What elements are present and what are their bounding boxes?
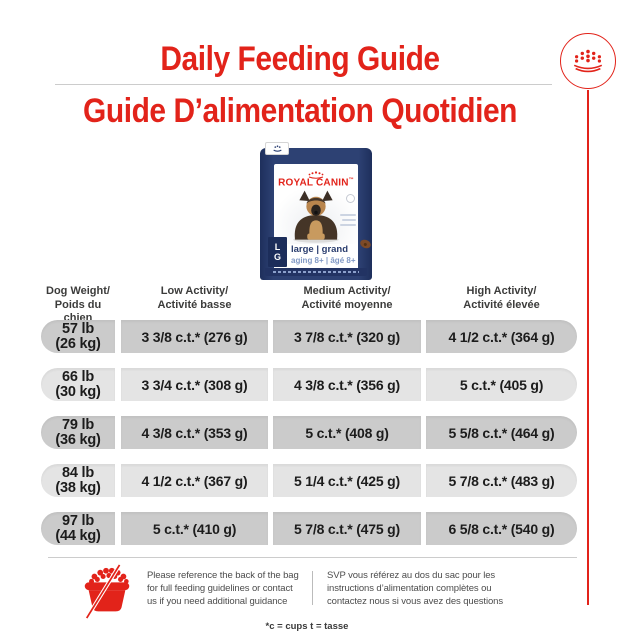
high-activity-cell: 5 c.t.* (405 g) [426,368,577,401]
claim-text-bar [340,224,356,227]
low-activity-cell: 4 1/2 c.t.* (367 g) [121,464,268,497]
column-header-medium: Medium Activity/ Activité moyenne [273,285,421,312]
medium-activity-cell: 3 7/8 c.t.* (320 g) [273,320,421,353]
weight-cell: 57 lb (26 kg) [41,320,115,353]
bag-bottom-strip [265,268,367,276]
note-line: Please reference the back of the bag [147,570,299,581]
medium-activity-cell: 4 3/8 c.t.* (356 g) [273,368,421,401]
cup-legend: *c = cups t = tasse [265,621,349,632]
vertical-red-rule [587,90,589,605]
medium-activity-cell: 5 1/4 c.t.* (425 g) [273,464,421,497]
table-row: 79 lb (36 kg) 4 3/8 c.t.* (353 g) 5 c.t.… [41,416,577,449]
bag-front-panel: ROYAL CANIN™ [274,164,358,270]
crown-icon [573,49,603,72]
footer-note-separator [312,571,313,605]
feeding-table: 57 lb (26 kg) 3 3/8 c.t.* (276 g) 3 7/8 … [41,320,577,560]
trademark: ™ [348,177,354,183]
table-row: 66 lb (30 kg) 3 3/4 c.t.* (308 g) 4 3/8 … [41,368,577,401]
weight-cell: 66 lb (30 kg) [41,368,115,401]
footer-note-english: Please reference the back of the bag for… [147,569,299,608]
mini-crown-icon [272,144,282,152]
note-line: contactez nous si vous avez des question… [327,596,503,607]
bag-range-label: large | grand [291,244,349,256]
weight-lb: 79 lb [61,416,95,433]
badge-circle [346,194,355,204]
dog-photo-area [274,188,358,245]
column-header-low: Low Activity/ Activité basse [121,285,268,312]
header-fr: Activité basse [157,298,232,311]
header-en: Low Activity/ [160,285,229,297]
header-en: Medium Activity/ [303,285,391,297]
bag-brand-name: ROYAL CANIN™ [278,177,354,189]
dog-bowl-icon [84,563,130,620]
weight-kg: (36 kg) [55,431,101,448]
high-activity-cell: 4 1/2 c.t.* (364 g) [426,320,577,353]
table-row: 97 lb (44 kg) 5 c.t.* (410 g) 5 7/8 c.t.… [41,512,577,545]
footer-note-french: SVP vous référez au dos du sac pour les … [327,569,503,608]
size-letter-l: L [274,242,281,252]
low-activity-cell: 3 3/8 c.t.* (276 g) [121,320,268,353]
low-activity-cell: 3 3/4 c.t.* (308 g) [121,368,268,401]
page-title-french: Guide D’alimentation Quotidien [83,92,517,130]
size-letter-g: G [273,252,281,262]
bag-top-tab [265,142,289,155]
high-activity-cell: 5 5/8 c.t.* (464 g) [426,416,577,449]
footer-divider [48,557,577,558]
micro-text [273,271,359,273]
note-line: for full feeding guidelines or contact [147,583,293,594]
note-line: instructions d’alimentation complètes ou [327,583,492,594]
weight-lb: 66 lb [61,368,95,385]
german-shepherd-photo [293,190,339,244]
weight-cell: 79 lb (36 kg) [41,416,115,449]
header-fr: Activité élevée [463,298,540,311]
high-activity-cell: 6 5/8 c.t.* (540 g) [426,512,577,545]
column-header-high: High Activity/ Activité élevée [426,285,577,312]
medium-activity-cell: 5 c.t.* (408 g) [273,416,421,449]
header-en: High Activity/ [466,285,537,297]
size-code-box: L G [268,237,287,267]
page-title-english: Daily Feeding Guide [160,40,440,78]
weight-kg: (30 kg) [55,383,101,400]
weight-kg: (26 kg) [55,335,101,352]
weight-lb: 84 lb [61,464,95,481]
low-activity-cell: 4 3/8 c.t.* (353 g) [121,416,268,449]
table-row: 84 lb (38 kg) 4 1/2 c.t.* (367 g) 5 1/4 … [41,464,577,497]
header-en: Dog Weight/ [46,285,110,297]
title-divider [55,84,552,85]
weight-cell: 84 lb (38 kg) [41,464,115,497]
column-header-weight: Dog Weight/ Poids du chien [41,285,115,326]
weight-lb: 97 lb [61,512,95,529]
table-row: 57 lb (26 kg) 3 3/8 c.t.* (276 g) 3 7/8 … [41,320,577,353]
note-line: SVP vous référez au dos du sac pour les [327,570,496,581]
bag-crown-icon [274,166,358,179]
bag-body: ROYAL CANIN™ [260,148,373,280]
claim-text-bar [340,214,356,217]
header-fr: Activité moyenne [301,298,393,311]
weight-kg: (38 kg) [55,479,101,496]
medium-activity-cell: 5 7/8 c.t.* (475 g) [273,512,421,545]
note-line: us if you need additional guidance [147,596,288,607]
weight-cell: 97 lb (44 kg) [41,512,115,545]
royal-canin-logo-circle [560,33,616,89]
weight-lb: 57 lb [61,320,95,337]
bag-age-label: aging 8+ | âgé 8+ [291,256,356,266]
claim-text-bar [342,219,356,222]
product-bag-image: ROYAL CANIN™ [260,142,373,280]
high-activity-cell: 5 7/8 c.t.* (483 g) [426,464,577,497]
weight-kg: (44 kg) [55,527,101,544]
kibble-piece [358,238,373,250]
low-activity-cell: 5 c.t.* (410 g) [121,512,268,545]
